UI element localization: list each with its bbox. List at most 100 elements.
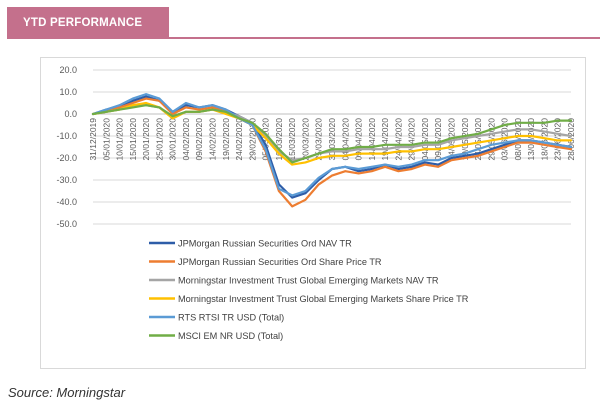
data-point <box>503 124 506 126</box>
data-point <box>556 119 559 122</box>
x-tick-label: 20/03/2020 <box>300 118 310 161</box>
data-point <box>238 117 240 120</box>
data-point <box>570 139 572 142</box>
section-title: YTD PERFORMANCE <box>23 17 143 29</box>
data-point <box>410 150 413 153</box>
x-tick-label: 15/03/2020 <box>287 118 297 161</box>
data-point <box>224 113 227 115</box>
data-point <box>384 143 387 146</box>
x-tick-label: 28/06/2020 <box>566 118 576 161</box>
x-tick-label: 29/04/2020 <box>407 118 417 161</box>
data-point <box>543 143 546 146</box>
data-point <box>291 194 294 197</box>
data-point <box>105 108 108 111</box>
data-point <box>384 152 387 155</box>
data-point <box>543 121 546 124</box>
data-point <box>397 150 400 153</box>
x-tick-label: 08/06/2020 <box>513 118 523 161</box>
data-point <box>530 139 533 142</box>
data-point <box>530 121 533 124</box>
data-point <box>477 135 479 137</box>
data-point <box>477 154 479 157</box>
x-tick-label: 29/05/2020 <box>486 118 496 161</box>
data-point <box>384 148 387 151</box>
data-point <box>105 110 108 113</box>
data-point <box>344 150 347 153</box>
x-tick-label: 14/02/2020 <box>208 118 218 161</box>
data-point <box>185 106 187 109</box>
data-point <box>397 168 400 170</box>
data-point <box>463 137 466 140</box>
data-point <box>370 165 373 168</box>
data-point <box>570 135 572 137</box>
x-tick-label: 04/02/2020 <box>181 118 191 161</box>
chart-container: 20.0 10.0 0.0 -10.0 -20.0 -30.0 -40.0 -50.0 31/1… <box>40 57 586 369</box>
data-point <box>410 143 413 146</box>
data-point <box>357 170 360 173</box>
data-point <box>490 150 493 153</box>
x-tick-label: 24/02/2020 <box>234 118 244 161</box>
x-tick-label: 24/05/2020 <box>473 118 483 161</box>
data-point <box>477 132 479 135</box>
data-point <box>304 192 307 195</box>
y-tick-label: 20.0 <box>59 65 77 75</box>
data-point <box>317 152 320 155</box>
data-point <box>437 143 440 146</box>
data-point <box>145 93 148 96</box>
data-point <box>384 165 387 168</box>
data-point <box>344 148 347 151</box>
data-point <box>211 108 214 111</box>
x-tick-label: 05/01/2020 <box>101 118 111 161</box>
data-point <box>570 148 572 151</box>
data-point <box>304 161 307 164</box>
data-point <box>357 172 360 175</box>
data-point <box>264 132 267 135</box>
x-tick-label: 30/03/2020 <box>327 118 337 161</box>
data-point <box>397 170 400 173</box>
data-point <box>477 152 479 155</box>
data-point <box>224 110 227 113</box>
data-point <box>424 163 426 166</box>
data-point <box>384 163 387 166</box>
data-point <box>357 148 360 151</box>
y-tick-label: -20.0 <box>56 153 77 163</box>
data-point <box>304 190 307 192</box>
data-point <box>291 205 294 208</box>
data-point <box>277 187 280 190</box>
data-point <box>131 104 134 107</box>
data-point <box>516 139 519 142</box>
data-point <box>264 148 267 151</box>
legend-label: MSCI EM NR USD (Total) <box>178 331 283 341</box>
data-point <box>171 110 174 113</box>
data-point <box>370 148 373 151</box>
data-point <box>291 196 294 199</box>
data-point <box>171 115 174 118</box>
data-point <box>251 121 254 124</box>
y-tick-label: 10.0 <box>59 87 77 97</box>
data-point <box>118 104 121 107</box>
data-point <box>211 106 214 109</box>
data-point <box>264 137 267 140</box>
x-tick-label: 09/04/2020 <box>354 118 364 161</box>
data-point <box>530 128 533 131</box>
data-point <box>516 121 519 124</box>
data-point <box>516 141 519 144</box>
data-point <box>145 102 148 104</box>
legend-label: Morningstar Investment Trust Global Emer… <box>178 294 469 304</box>
y-tick-label: -10.0 <box>56 131 77 141</box>
data-point <box>463 152 466 155</box>
data-point <box>224 108 227 111</box>
data-point <box>277 148 280 151</box>
data-point <box>331 168 333 170</box>
data-point <box>463 143 466 146</box>
data-point <box>198 110 201 113</box>
data-point <box>503 141 506 144</box>
data-point <box>530 141 533 144</box>
data-point <box>357 152 360 155</box>
x-tick-label: 14/04/2020 <box>367 118 377 161</box>
data-point <box>477 141 479 144</box>
data-point <box>450 154 453 157</box>
data-point <box>92 113 94 115</box>
data-point <box>424 161 426 164</box>
x-tick-label: 09/05/2020 <box>433 118 443 161</box>
